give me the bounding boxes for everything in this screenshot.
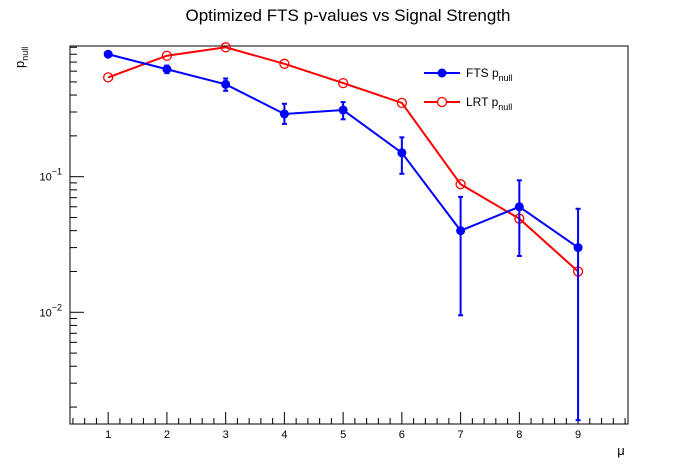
chart-title: Optimized FTS p-values vs Signal Strengt… xyxy=(185,6,510,25)
x-tick-label-9: 9 xyxy=(575,429,581,441)
x-axis-tick-labels: 1 2 3 4 5 6 7 8 9 xyxy=(105,429,581,441)
fts-point-7 xyxy=(456,226,466,236)
x-tick-label-6: 6 xyxy=(399,429,405,441)
y-tick-label-0.1: 10−1 xyxy=(39,167,62,184)
y-axis-ticks xyxy=(70,46,84,408)
y-tick-label-0.01-exponent: −2 xyxy=(52,302,62,312)
x-tick-label-2: 2 xyxy=(164,429,170,441)
x-tick-label-4: 4 xyxy=(281,429,287,441)
fts-point-3 xyxy=(221,79,231,89)
y-tick-label-0.1-base: 10 xyxy=(39,172,51,184)
lrt-series-line xyxy=(107,46,579,273)
y-axis-tick-labels: 10−1 10−2 xyxy=(39,167,62,320)
x-axis-label: μ xyxy=(617,443,625,458)
y-tick-label-0.01: 10−2 xyxy=(39,302,62,319)
x-tick-label-5: 5 xyxy=(340,429,346,441)
fts-point-9 xyxy=(573,243,583,253)
fts-point-4 xyxy=(279,109,289,119)
x-tick-label-7: 7 xyxy=(458,429,464,441)
x-tick-label-1: 1 xyxy=(105,429,111,441)
lrt-point-5 xyxy=(337,77,349,89)
fts-point-1 xyxy=(103,49,113,59)
y-tick-label-0.1-exponent: −1 xyxy=(52,167,62,177)
legend: FTS pnull LRT pnull xyxy=(424,66,513,112)
legend-fts-name: FTS p xyxy=(466,66,499,80)
lrt-point-2 xyxy=(161,50,173,61)
y-tick-label-0.01-base: 10 xyxy=(39,307,51,319)
legend-lrt-marker xyxy=(436,96,448,108)
legend-lrt-sub: null xyxy=(498,102,512,112)
fts-point-5 xyxy=(338,105,348,115)
lrt-point-1 xyxy=(103,72,114,83)
lrt-point-7 xyxy=(455,179,466,190)
y-axis-label-main: p xyxy=(12,61,27,68)
fts-point-6 xyxy=(397,148,407,158)
x-tick-label-8: 8 xyxy=(516,429,522,441)
lrt-point-3 xyxy=(220,42,231,53)
svg-text:pnull: pnull xyxy=(12,47,30,68)
legend-lrt-label: LRT pnull xyxy=(466,95,512,112)
legend-lrt-name: LRT p xyxy=(466,95,499,109)
y-axis-label: pnull xyxy=(12,47,30,68)
series-layer xyxy=(103,42,584,422)
legend-fts-label: FTS pnull xyxy=(466,66,513,83)
lrt-point-6 xyxy=(396,97,408,109)
x-tick-label-3: 3 xyxy=(223,429,229,441)
y-axis-label-sub: null xyxy=(20,47,30,61)
legend-fts-marker xyxy=(437,68,447,78)
fts-point-2 xyxy=(162,64,172,74)
plot-frame xyxy=(69,45,629,425)
fts-point-8 xyxy=(514,202,524,212)
lrt-point-4 xyxy=(279,58,290,69)
legend-fts-sub: null xyxy=(499,73,513,83)
x-axis-ticks xyxy=(72,412,626,424)
